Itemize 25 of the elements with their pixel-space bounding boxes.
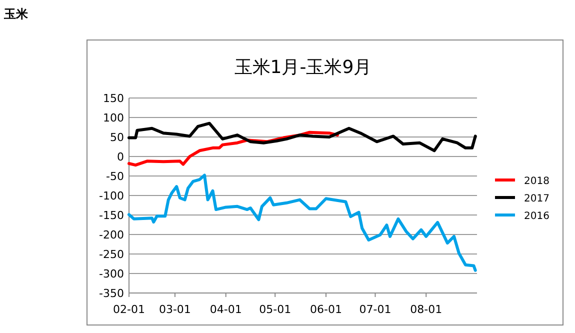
y-tick-label: -200: [99, 228, 124, 242]
legend-label: 2017: [524, 194, 550, 204]
line-series: [128, 174, 477, 272]
x-tick-label: 04-01: [210, 303, 242, 316]
y-tick-label: -250: [99, 248, 124, 261]
x-tick-label: 05-01: [259, 303, 292, 316]
y-tick-label: -50: [106, 170, 124, 183]
y-tick-label: 0: [117, 150, 124, 164]
x-tick-label: 02-01: [113, 303, 145, 316]
y-tick-label: -100: [99, 190, 124, 202]
y-tick-label: 50: [110, 131, 124, 144]
x-tick-label: 07-01: [359, 303, 392, 316]
legend-label: 2016: [524, 211, 550, 222]
x-tick-label: 06-01: [310, 303, 342, 316]
y-tick-label: -150: [99, 209, 124, 222]
x-tick-label: 08-01: [410, 303, 442, 316]
y-tick-label: 150: [103, 92, 124, 105]
y-tick-label: -350: [99, 287, 124, 300]
line-series: [128, 122, 477, 152]
chart-subtitle: 玉米1月-玉米9月: [234, 57, 372, 78]
legend-label: 2018: [524, 176, 550, 187]
text: 玉米: [3, 7, 29, 21]
y-tick-label: 100: [103, 112, 124, 124]
x-tick-label: 03-01: [158, 303, 191, 316]
y-tick-label: -300: [99, 268, 124, 280]
